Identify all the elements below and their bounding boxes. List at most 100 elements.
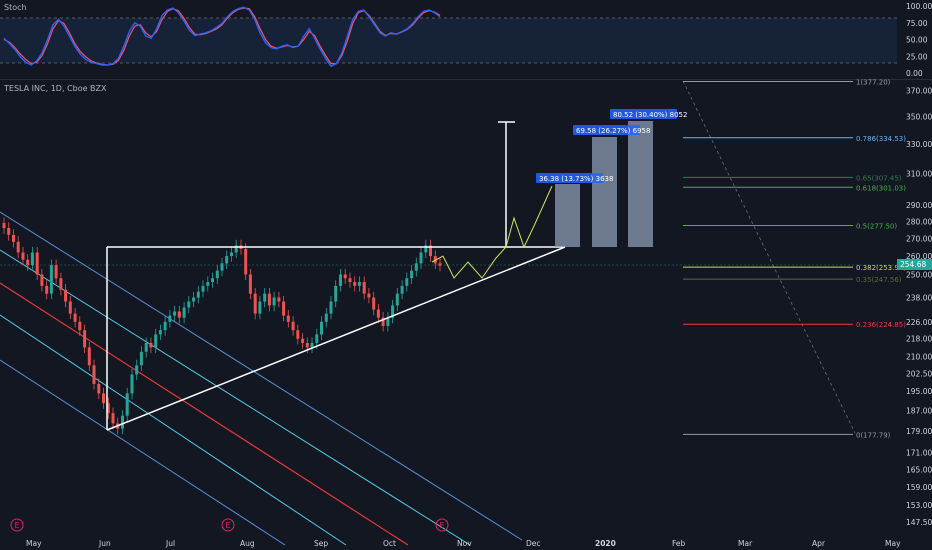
candlestick-series	[2, 217, 442, 435]
stoch-tick-label: 75.00	[906, 19, 928, 28]
candle-body	[7, 228, 11, 235]
candle-body	[97, 383, 101, 394]
candle-body	[315, 334, 319, 343]
candle-body	[121, 415, 124, 429]
candle-body	[192, 297, 196, 302]
fib-level-label: 0.786(334.53)	[856, 135, 906, 143]
earnings-markers[interactable]: E E E	[10, 518, 449, 532]
candle-body	[26, 259, 30, 266]
candle-body	[381, 317, 385, 326]
candle-body	[68, 301, 72, 314]
price-tick-label: 330.00	[906, 140, 932, 149]
channel-median-line	[0, 282, 409, 546]
candle-body	[196, 291, 200, 298]
candle-body	[267, 293, 271, 306]
candle-body	[310, 343, 314, 348]
candle-body	[102, 393, 105, 404]
candle-body	[177, 311, 181, 318]
earnings-marker-2-label: E	[226, 521, 231, 530]
candle-body	[400, 285, 404, 294]
candle-body	[334, 285, 338, 302]
price-tick-label: 202.50	[906, 369, 932, 378]
time-tick-label: 2020	[595, 539, 616, 548]
price-tick-label: 187.00	[906, 407, 932, 416]
current-price-label: 254.68	[900, 260, 926, 269]
candle-body	[87, 347, 91, 366]
candle-body	[154, 334, 158, 348]
price-tick-label: 147.50	[906, 518, 932, 527]
candle-body	[49, 265, 53, 294]
channel-cyan-upper-line	[0, 249, 471, 546]
candle-body	[291, 321, 295, 331]
candle-body	[163, 321, 167, 331]
stoch-tick-label: 100.00	[906, 2, 932, 11]
price-tick-label: 159.00	[906, 483, 932, 492]
candle-body	[343, 274, 347, 279]
candle-body	[220, 263, 224, 271]
candle-body	[320, 321, 323, 335]
candle-body	[144, 343, 148, 352]
stoch-panel: Stoch 100.00 75.00 50.00 25.00 0.00	[0, 0, 932, 79]
channel-upper-line	[0, 211, 523, 541]
fib-level-label: 0.35(247.56)	[856, 276, 902, 284]
target-boxes: 36.38 (13.73%) 3638 69.58 (26.27%) 6958 …	[536, 109, 687, 247]
candle-body	[187, 301, 191, 308]
stoch-k-line	[3, 6, 441, 68]
measure-label-3: 80.52 (30.40%) 8052	[613, 111, 687, 119]
stoch-tick-label: 25.00	[906, 52, 928, 61]
price-tick-label: 350.00	[906, 113, 932, 122]
candle-body	[2, 223, 6, 229]
fib-level-label: 0.236(224.85)	[856, 321, 906, 329]
earnings-marker-1[interactable]	[10, 518, 24, 532]
stoch-title: Stoch	[4, 3, 27, 12]
candle-body	[282, 301, 286, 316]
stoch-band	[0, 18, 897, 63]
time-tick-label: Jul	[165, 539, 175, 548]
price-axis[interactable]: 370.00 350.00 330.00 310.00 290.00 280.00 270.…	[906, 87, 932, 528]
candle-body	[419, 252, 423, 264]
earnings-marker-2[interactable]	[221, 518, 235, 532]
candle-body	[258, 301, 262, 314]
candle-body	[410, 270, 414, 279]
fib-level-label: 0.382(253.97)	[856, 264, 906, 272]
time-tick-label: Oct	[383, 539, 396, 548]
projection-dashed-line	[682, 80, 856, 434]
earnings-marker-1-label: E	[15, 521, 20, 530]
stoch-axis: 100.00 75.00 50.00 25.00 0.00	[906, 2, 932, 78]
price-tick-label: 238.00	[906, 294, 932, 303]
candle-body	[376, 309, 380, 318]
stoch-tick-label: 0.00	[906, 69, 923, 78]
candle-body	[272, 297, 276, 306]
triangle-pattern	[106, 246, 566, 431]
current-price-badge	[897, 259, 932, 270]
descending-channel	[0, 211, 523, 546]
time-tick-label: Nov	[457, 539, 472, 548]
candle-body	[244, 248, 248, 275]
fib-retracement: 1(377.20) 0.786(334.53) 0.65(307.45) 0.618(…	[683, 79, 906, 439]
price-tick-label: 165.00	[906, 465, 932, 474]
target-box-3	[628, 121, 653, 247]
candle-body	[234, 245, 238, 253]
candle-body	[348, 278, 352, 282]
fib-level-label: 0.618(301.03)	[856, 184, 906, 192]
candle-body	[173, 311, 177, 316]
earnings-marker-3[interactable]	[435, 518, 449, 532]
price-tick-label: 370.00	[906, 87, 932, 96]
candle-body	[372, 297, 376, 310]
time-axis[interactable]: May Jun Jul Aug Sep Oct Nov Dec 2020 Feb Mar Apr May	[26, 539, 901, 548]
fib-level-label: 0.65(307.45)	[856, 174, 902, 182]
candle-body	[405, 278, 409, 286]
fib-level-label: 0.5(277.50)	[856, 223, 897, 231]
time-tick-label: Sep	[314, 539, 328, 548]
candle-body	[301, 338, 305, 343]
price-tick-label: 310.00	[906, 170, 932, 179]
candle-body	[391, 305, 395, 318]
candle-body	[414, 263, 418, 271]
candle-body	[253, 293, 257, 314]
price-tick-label: 210.00	[906, 352, 932, 361]
price-tick-label: 260.00	[906, 252, 932, 261]
candle-body	[206, 282, 210, 286]
candle-body	[149, 343, 153, 348]
time-tick-label: Aug	[240, 539, 255, 548]
